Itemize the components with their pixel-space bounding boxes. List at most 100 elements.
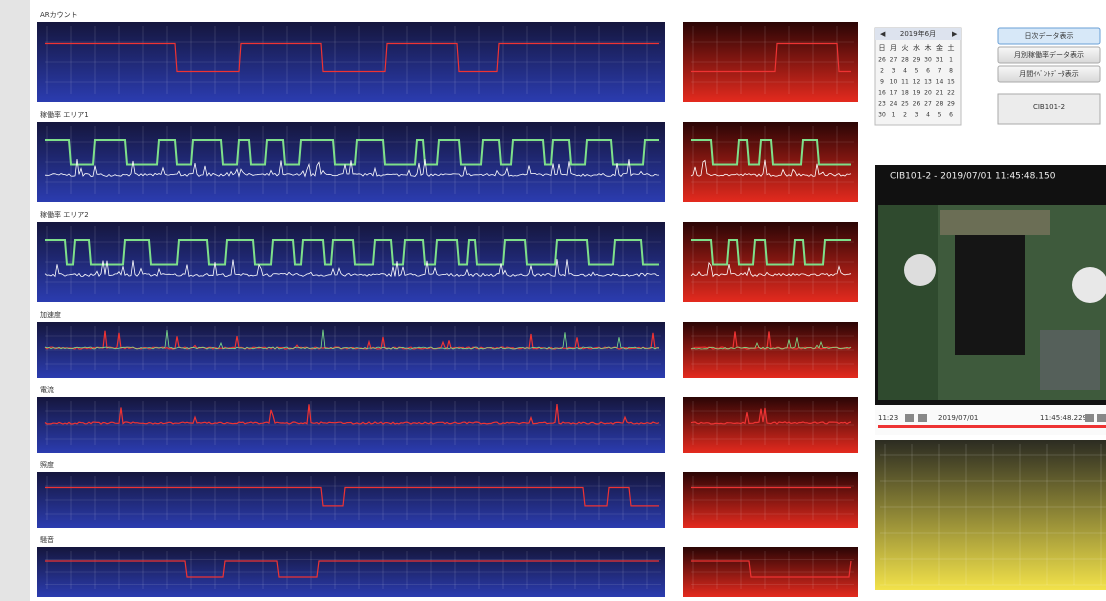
day: 15 bbox=[947, 79, 955, 86]
section-label: 稼働率 エリア2 bbox=[40, 210, 89, 219]
weekday: 土 bbox=[948, 43, 955, 52]
play-forward[interactable] bbox=[1085, 414, 1094, 422]
chart-panel bbox=[37, 547, 665, 597]
day: 30 bbox=[878, 112, 886, 119]
calendar-header bbox=[875, 28, 961, 40]
day: 12 bbox=[913, 79, 921, 86]
video-time: 11:45:48.229 bbox=[1040, 414, 1087, 422]
chart-panel bbox=[683, 397, 858, 453]
scene-machine bbox=[1040, 330, 1100, 390]
section-label: 加速度 bbox=[40, 310, 61, 319]
day: 27 bbox=[924, 101, 932, 108]
day: 4 bbox=[903, 68, 907, 75]
trace bbox=[45, 560, 659, 578]
trace bbox=[690, 407, 852, 425]
day: 13 bbox=[924, 79, 932, 86]
day: 27 bbox=[890, 57, 898, 64]
left-margin bbox=[0, 0, 30, 601]
day: 26 bbox=[878, 57, 886, 64]
trace bbox=[691, 42, 851, 73]
day: 10 bbox=[890, 79, 898, 86]
chart-panel bbox=[37, 472, 665, 528]
play-back[interactable] bbox=[918, 414, 927, 422]
weekday: 金 bbox=[936, 43, 943, 52]
next-month[interactable]: ▶ bbox=[952, 30, 958, 38]
day: 9 bbox=[880, 79, 884, 86]
day: 23 bbox=[878, 101, 886, 108]
day: 21 bbox=[936, 90, 944, 97]
day: 17 bbox=[890, 90, 898, 97]
video-date: 2019/07/01 bbox=[938, 414, 978, 422]
prev-month[interactable]: ◀ bbox=[880, 30, 886, 38]
day: 28 bbox=[936, 101, 944, 108]
day: 30 bbox=[924, 57, 932, 64]
video-title: CIB101-2 - 2019/07/01 11:45:48.150 bbox=[890, 172, 1056, 182]
day: 24 bbox=[890, 101, 898, 108]
device-box bbox=[997, 93, 1101, 125]
chart-panel bbox=[37, 222, 665, 302]
yellow-chart bbox=[875, 440, 1106, 590]
section-label: 電流 bbox=[40, 385, 54, 394]
day: 26 bbox=[913, 101, 921, 108]
trace bbox=[691, 239, 851, 266]
button[interactable] bbox=[997, 27, 1101, 45]
day: 1 bbox=[949, 57, 953, 64]
trace bbox=[45, 42, 659, 73]
chart-panel bbox=[683, 22, 858, 102]
day: 6 bbox=[949, 112, 953, 119]
day: 28 bbox=[901, 57, 909, 64]
chart-panel bbox=[683, 472, 858, 528]
day: 16 bbox=[878, 90, 886, 97]
trace bbox=[690, 261, 852, 278]
day: 6 bbox=[926, 68, 930, 75]
day: 19 bbox=[913, 90, 921, 97]
section-label: 稼働率 エリア1 bbox=[40, 110, 89, 119]
day: 5 bbox=[938, 112, 942, 119]
scene-left bbox=[878, 205, 938, 400]
button[interactable] bbox=[997, 46, 1101, 64]
button[interactable] bbox=[997, 65, 1101, 83]
trace bbox=[44, 404, 660, 425]
day: 22 bbox=[947, 90, 955, 97]
weekday: 水 bbox=[913, 43, 920, 52]
day: 29 bbox=[913, 57, 921, 64]
weekday: 木 bbox=[925, 43, 932, 52]
day: 2 bbox=[880, 68, 884, 75]
button-label: 月別稼働率データ表示 bbox=[1014, 50, 1084, 59]
calendar bbox=[874, 27, 962, 126]
day: 29 bbox=[947, 101, 955, 108]
weekday: 日 bbox=[879, 44, 886, 52]
seek-bar bbox=[878, 425, 1106, 428]
weekday: 月 bbox=[890, 44, 897, 52]
day: 25 bbox=[901, 101, 909, 108]
trace bbox=[691, 139, 851, 166]
day: 4 bbox=[926, 112, 930, 119]
calendar-month: 2019年6月 bbox=[900, 29, 936, 38]
section-label: ARカウント bbox=[40, 11, 78, 19]
step-back[interactable] bbox=[905, 414, 914, 422]
day: 3 bbox=[915, 112, 919, 119]
chart-panel bbox=[37, 22, 665, 102]
section-label: 照度 bbox=[40, 460, 54, 469]
weekday: 火 bbox=[902, 44, 909, 52]
trace bbox=[44, 329, 660, 350]
day: 7 bbox=[938, 68, 942, 75]
button-label: 月間ｲﾍﾞﾝﾄﾃﾞｰﾀ表示 bbox=[1019, 69, 1079, 78]
trace bbox=[44, 259, 660, 278]
step-forward[interactable] bbox=[1097, 414, 1106, 422]
trace bbox=[690, 337, 852, 350]
trace bbox=[690, 159, 852, 177]
day: 14 bbox=[936, 79, 944, 86]
trace bbox=[45, 486, 659, 507]
day: 18 bbox=[901, 90, 909, 97]
day: 20 bbox=[924, 90, 932, 97]
trace bbox=[44, 158, 660, 178]
day: 31 bbox=[936, 57, 944, 64]
device-label: CIB101-2 bbox=[1033, 103, 1065, 111]
button-label: 日次データ表示 bbox=[1025, 31, 1074, 40]
day: 3 bbox=[892, 68, 896, 75]
scene-table bbox=[955, 235, 1025, 355]
day: 1 bbox=[892, 112, 896, 119]
scene-bench bbox=[940, 210, 1050, 235]
